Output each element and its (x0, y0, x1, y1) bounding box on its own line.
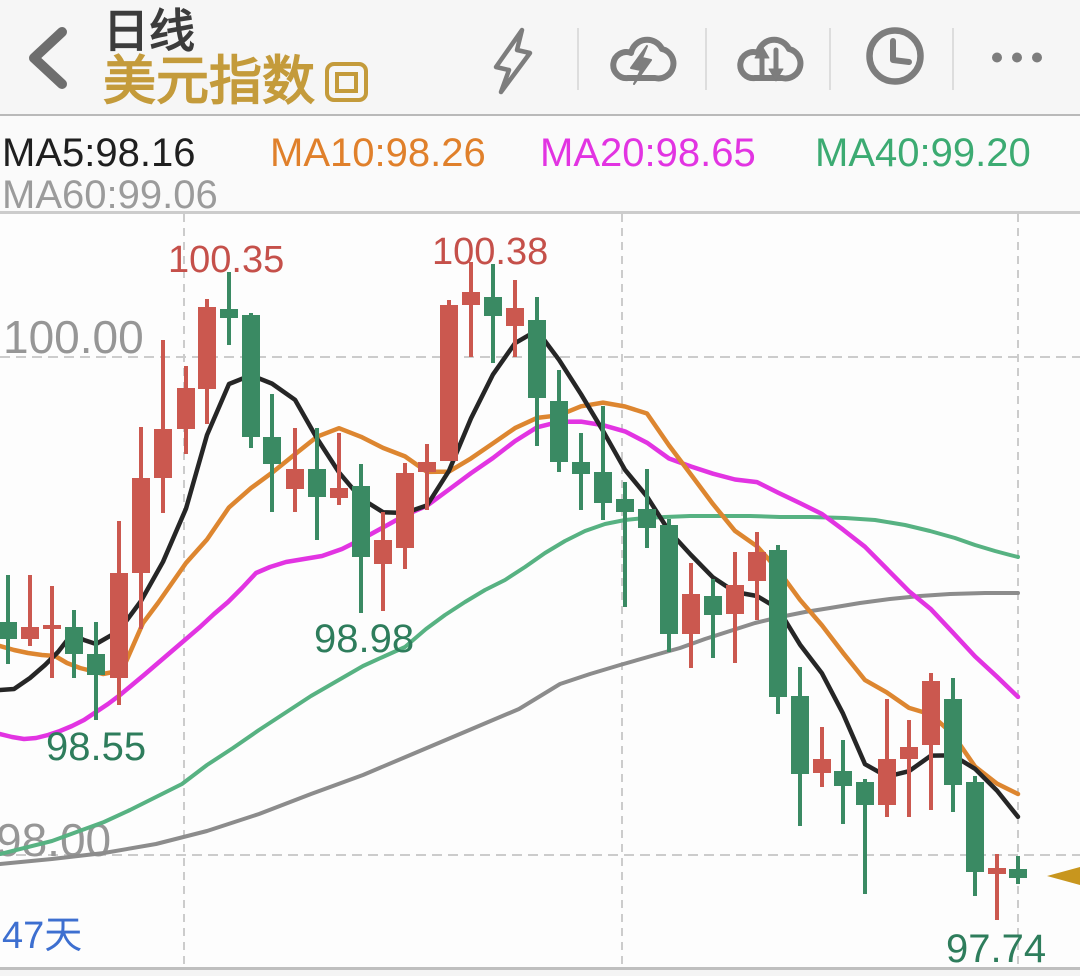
svg-text:97.74: 97.74 (946, 927, 1046, 971)
svg-text:MA5:98.16: MA5:98.16 (2, 131, 195, 175)
svg-text:98.98: 98.98 (314, 617, 414, 661)
svg-text:100.38: 100.38 (432, 231, 548, 273)
svg-text:MA60:99.06: MA60:99.06 (2, 173, 218, 217)
svg-text:47天: 47天 (2, 915, 82, 957)
svg-text:98.55: 98.55 (46, 725, 146, 769)
svg-text:100.00: 100.00 (3, 311, 144, 363)
svg-text:MA20:98.65: MA20:98.65 (540, 131, 756, 175)
svg-text:100.35: 100.35 (168, 239, 284, 281)
svg-text:MA40:99.20: MA40:99.20 (815, 131, 1031, 175)
svg-text:美元指数: 美元指数 (103, 52, 315, 111)
svg-text:日线: 日线 (103, 5, 195, 57)
svg-text:MA10:98.26: MA10:98.26 (270, 131, 486, 175)
